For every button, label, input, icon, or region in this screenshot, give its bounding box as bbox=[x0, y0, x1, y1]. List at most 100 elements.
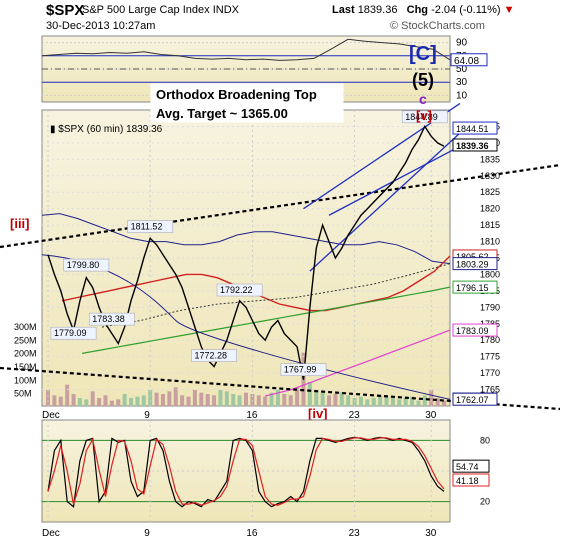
volume-bar bbox=[103, 395, 108, 406]
point-label: 1767.99 bbox=[284, 365, 317, 375]
channel-lower bbox=[309, 132, 461, 272]
volume-tick-label: 100M bbox=[14, 375, 37, 385]
volume-bar bbox=[422, 395, 427, 406]
rsi-x-label: 16 bbox=[246, 528, 258, 539]
volume-bar bbox=[378, 395, 383, 406]
price-line bbox=[47, 124, 445, 380]
right-label-box bbox=[452, 138, 498, 152]
volume-bar bbox=[397, 399, 402, 406]
top-tick-label: 50 bbox=[456, 64, 468, 75]
price-tick-label: 1780 bbox=[480, 335, 500, 345]
channel-inner bbox=[328, 148, 455, 216]
rsi-tick-20: 20 bbox=[480, 497, 490, 507]
right-label-box bbox=[452, 280, 498, 294]
price-x-label: Dec bbox=[42, 410, 60, 421]
price-tick-label: 1815 bbox=[480, 220, 500, 230]
right-label: 1796.15 bbox=[456, 283, 489, 293]
volume-bar bbox=[192, 390, 197, 406]
volume-bar bbox=[97, 398, 102, 406]
point-label-box bbox=[216, 283, 263, 297]
index-name: S&P 500 Large Cap Index INDX bbox=[82, 4, 239, 16]
volume-bar bbox=[410, 396, 415, 406]
volume-bar bbox=[160, 394, 165, 406]
right-label-box bbox=[452, 121, 498, 135]
stoch-red-line bbox=[47, 437, 445, 506]
last-quote: Last 1839.36 Chg -2.04 (-0.11%) ▼ bbox=[332, 4, 515, 16]
volume-bar bbox=[90, 391, 95, 406]
point-label-box bbox=[50, 326, 97, 340]
point-label: 1811.52 bbox=[131, 222, 163, 232]
wave-C-big-label: [C] bbox=[409, 43, 437, 65]
volume-bar bbox=[282, 394, 287, 406]
ma-green-line bbox=[81, 286, 451, 354]
top-indicator-line bbox=[41, 38, 451, 61]
volume-bar bbox=[371, 398, 376, 406]
price-tick-label: 1825 bbox=[480, 187, 500, 197]
volume-bar bbox=[429, 390, 434, 406]
volume-bar bbox=[116, 399, 121, 406]
volume-tick-label: 300M bbox=[14, 322, 37, 332]
volume-bar bbox=[148, 390, 153, 406]
volume-bar bbox=[275, 390, 280, 406]
rsi-tick-80: 80 bbox=[480, 435, 490, 445]
volume-bar bbox=[295, 387, 300, 406]
ma-navy-descending bbox=[41, 254, 451, 400]
rsi-x-label: 30 bbox=[425, 528, 437, 539]
rsi-last-label-2: 41.18 bbox=[456, 476, 479, 486]
rsi-x-label: 23 bbox=[349, 528, 361, 539]
top-tick-label: 30 bbox=[456, 77, 468, 88]
wave-v-label: [v] bbox=[416, 108, 432, 123]
symbol-title: $SPX bbox=[46, 2, 84, 19]
volume-bar bbox=[269, 392, 274, 406]
copyright: © StockCharts.com bbox=[390, 20, 485, 32]
point-label: 1799.80 bbox=[67, 260, 100, 270]
ma-navy-line bbox=[41, 213, 451, 265]
point-label: 1844.89 bbox=[405, 112, 438, 122]
volume-bar bbox=[442, 400, 446, 406]
point-label-box bbox=[63, 258, 110, 272]
rsi-last-box-1 bbox=[452, 459, 490, 473]
point-label: 1779.09 bbox=[54, 328, 87, 338]
top-tick-label: 10 bbox=[456, 90, 468, 101]
top-last-box bbox=[450, 53, 488, 67]
price-tick-label: 1800 bbox=[480, 269, 500, 279]
top-tick-label: 90 bbox=[456, 38, 468, 49]
volume-bar bbox=[129, 398, 134, 406]
volume-bar bbox=[333, 394, 338, 406]
ma-magenta-line bbox=[265, 329, 451, 397]
price-tick-label: 1830 bbox=[480, 171, 500, 181]
volume-tick-label: 50M bbox=[14, 389, 32, 399]
volume-bar bbox=[288, 395, 293, 406]
price-tick-label: 1820 bbox=[480, 204, 500, 214]
volume-bar bbox=[327, 395, 332, 406]
volume-bar bbox=[314, 390, 319, 406]
volume-tick-label: 250M bbox=[14, 335, 37, 345]
volume-bar bbox=[122, 394, 127, 406]
pattern-target: Avg. Target ~ 1365.00 bbox=[156, 106, 288, 121]
volume-bar bbox=[52, 395, 57, 406]
volume-bar bbox=[205, 394, 210, 406]
rsi-x-label: 9 bbox=[144, 528, 150, 539]
volume-tick-label: 200M bbox=[14, 349, 37, 359]
point-label-box bbox=[280, 363, 327, 377]
volume-bar bbox=[135, 396, 140, 406]
broadening-upper-line bbox=[0, 163, 561, 249]
volume-bar bbox=[141, 395, 146, 406]
top-last-label: 64.08 bbox=[454, 56, 479, 67]
volume-bar bbox=[403, 398, 408, 406]
right-label: 1783.09 bbox=[456, 326, 489, 336]
volume-bar bbox=[358, 396, 363, 406]
volume-tick-label: 150M bbox=[14, 362, 37, 372]
volume-bar bbox=[212, 395, 217, 406]
volume-bar bbox=[199, 392, 204, 406]
wave-iii-label: [iii] bbox=[10, 216, 30, 231]
right-label-box bbox=[452, 257, 498, 271]
rsi-line bbox=[47, 436, 445, 508]
volume-bar bbox=[339, 392, 344, 406]
rsi-x-label: Dec bbox=[42, 528, 60, 539]
price-tick-label: 1835 bbox=[480, 154, 500, 164]
point-label-box bbox=[401, 110, 448, 124]
chg-value: -2.04 (-0.11%) bbox=[431, 4, 501, 16]
volume-bar bbox=[46, 390, 50, 406]
broadening-lower-line bbox=[0, 366, 561, 411]
